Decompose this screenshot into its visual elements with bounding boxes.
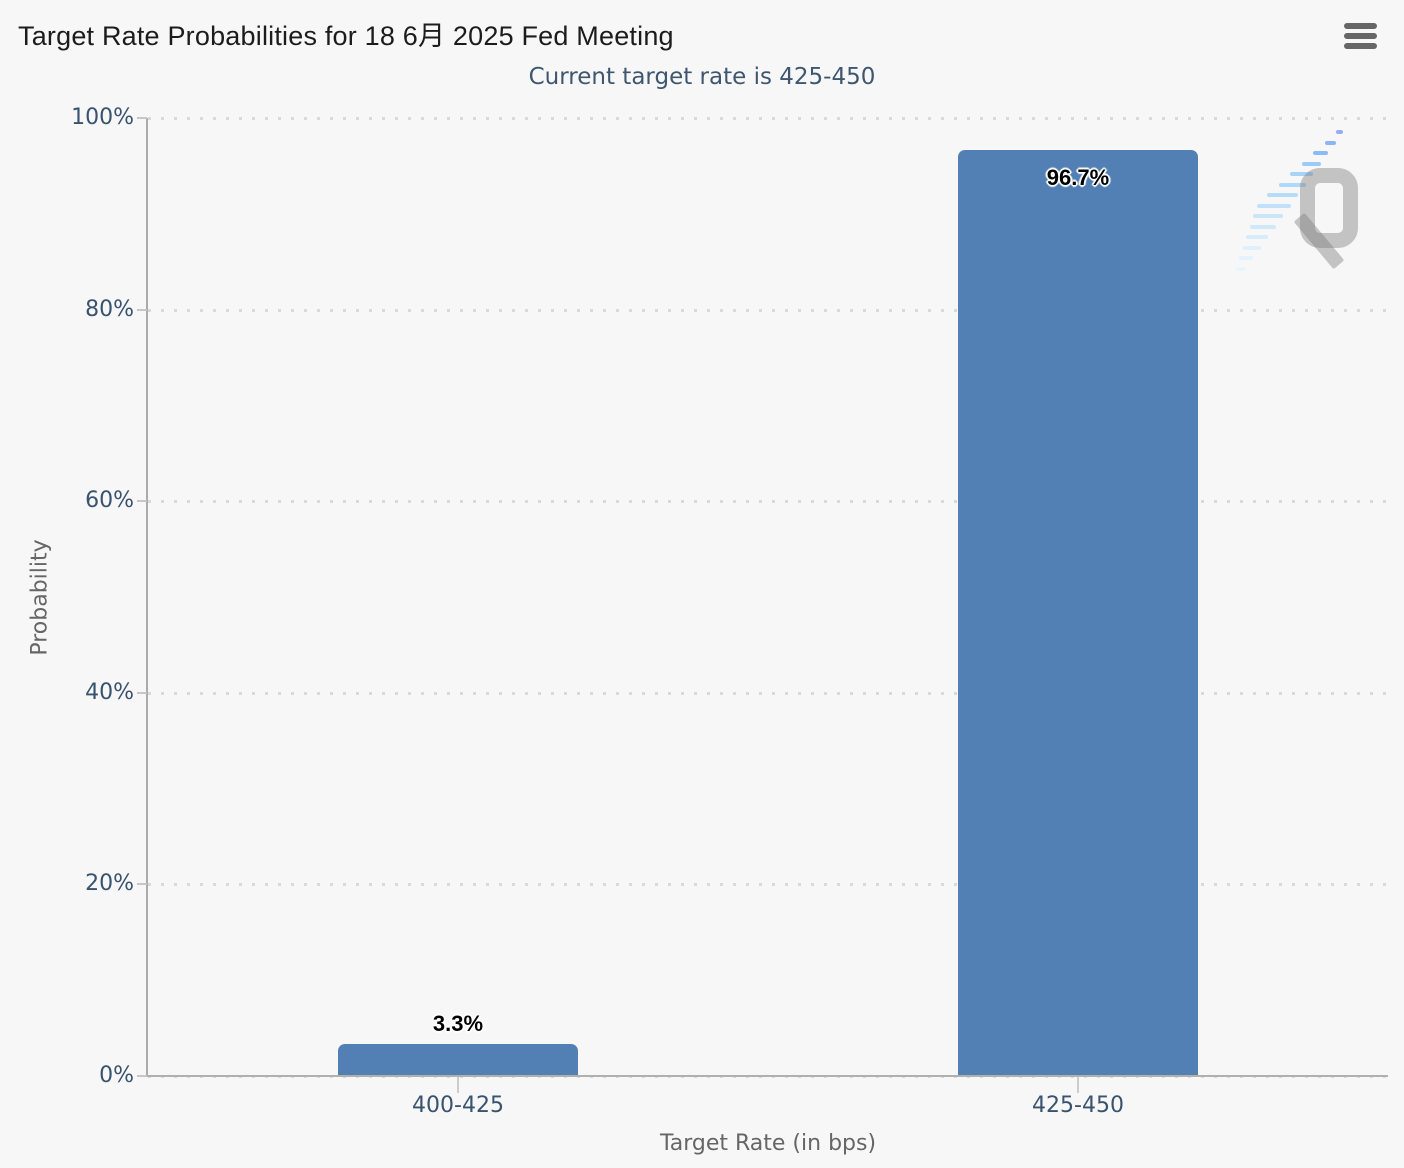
y-axis-tick: [137, 691, 147, 694]
watermark-q-letter: [1300, 168, 1358, 248]
hamburger-menu-icon: [1344, 33, 1377, 39]
y-gridline: [148, 308, 1388, 312]
y-gridline: [148, 883, 1388, 887]
y-axis-label: 20%: [85, 871, 134, 897]
speed-line-dash: [1242, 245, 1261, 250]
y-gridline: [148, 691, 1388, 695]
x-category-label: 425-450: [1032, 1093, 1124, 1118]
speed-line-dash: [1239, 256, 1253, 260]
speed-line-dash: [1235, 266, 1246, 271]
y-axis-label: 40%: [85, 679, 134, 705]
quikstrike-watermark-logo: [1235, 112, 1390, 292]
chart-title: Target Rate Probabilities for 18 6月 2025…: [18, 21, 674, 51]
speed-line-dash: [1249, 224, 1276, 229]
y-axis-line: [146, 118, 148, 1077]
bar-425-450[interactable]: [958, 149, 1198, 1076]
speed-line-dash: [1336, 130, 1343, 134]
bar-data-label: 3.3%: [432, 1011, 484, 1037]
y-axis-tick: [137, 308, 147, 311]
x-axis-title: Target Rate (in bps): [659, 1131, 877, 1156]
bar-data-label: 96.7%: [1046, 164, 1110, 190]
y-axis-label: 0%: [99, 1063, 134, 1088]
chart-subtitle: Current target rate is 425-450: [528, 64, 876, 90]
hamburger-menu-icon: [1344, 43, 1377, 49]
x-axis-tick: [1077, 1077, 1079, 1093]
y-axis-label: 80%: [85, 296, 134, 322]
y-axis-tick: [137, 500, 147, 503]
y-axis-tick: [137, 883, 147, 886]
speed-line-dash: [1301, 161, 1321, 166]
y-axis-label: 100%: [71, 105, 134, 130]
speed-line-dash: [1278, 182, 1306, 187]
x-axis-line: [147, 1075, 1388, 1077]
speed-line-dash: [1256, 203, 1291, 208]
speed-line-dash: [1290, 172, 1313, 176]
speed-line-dash: [1313, 151, 1328, 155]
chart-context-menu-button[interactable]: [1338, 16, 1384, 60]
y-axis-tick: [137, 117, 147, 119]
speed-line-dash: [1324, 140, 1336, 145]
x-axis-tick: [457, 1077, 459, 1093]
plot-area: [148, 117, 1388, 1078]
y-gridline: [148, 117, 1388, 120]
y-axis-label: 60%: [85, 488, 134, 514]
x-category-label: 400-425: [412, 1093, 504, 1118]
y-axis-tick: [137, 1075, 147, 1077]
speed-line-dash: [1267, 193, 1298, 197]
speed-line-dash: [1246, 235, 1268, 239]
speed-line-dash: [1253, 214, 1283, 218]
hamburger-menu-icon: [1344, 23, 1377, 29]
bar-400-425[interactable]: [338, 1044, 578, 1076]
y-gridline: [148, 500, 1388, 504]
y-axis-title: Probability: [27, 539, 53, 656]
